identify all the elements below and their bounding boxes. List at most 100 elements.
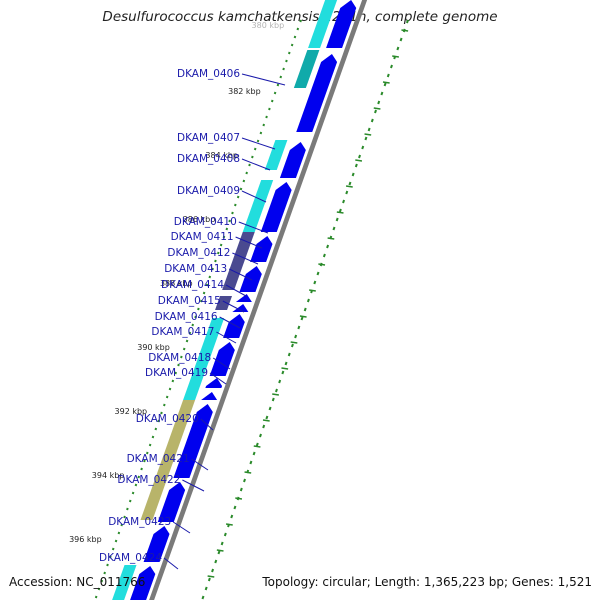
position-tick [293,35,297,39]
gene-labels: DKAM_0406 DKAM_0407 DKAM_0408 DKAM_0409 DKAM… [99,68,240,564]
label-leader [172,521,191,534]
gene-arrow [235,294,252,302]
position-tick [268,107,271,111]
position-tick [256,139,260,143]
gene-arrow [157,482,186,522]
gc-tick [235,497,243,500]
label-leader [209,372,227,385]
gc-tick [396,46,400,51]
kbp-label: 396 kbp [69,535,102,544]
gc-tick [358,154,362,159]
position-tick [228,219,231,223]
gc-tick [271,397,275,402]
feature-block [308,0,338,48]
label-leader [241,137,276,150]
gene-arrow [173,404,213,478]
gene-label: DKAM_0407 [177,132,240,144]
position-tick [239,187,243,191]
accession-text: Accession: NC_011766 [9,575,146,589]
gc-tick [351,172,355,177]
kbp-label: 380 kbp [252,21,285,30]
gc-tick [377,100,381,105]
backbone [149,0,368,600]
position-tick [219,243,223,247]
position-tick [97,587,101,591]
kbp-label: 386 kbp [183,215,216,224]
gc-tick [374,109,377,114]
gene-arrow [130,566,156,600]
gene-label: DKAM_0408 [177,153,240,165]
gc-tick [265,415,269,420]
gc-tick [290,341,298,344]
gene-arrow [205,378,223,388]
position-tick [216,251,220,255]
position-tick [94,595,98,599]
label-leader [200,418,214,431]
gc-tick [243,478,246,483]
gc-tick [223,532,227,537]
position-tick [234,203,237,207]
gc-tick [204,586,208,591]
gene-label: DKAM_0421 [127,453,190,465]
gc-tick [287,352,291,357]
position-tick [106,563,109,567]
gc-tick [216,549,224,552]
gc-tick [318,263,326,266]
label-leader [163,557,179,570]
gc-tick [211,568,215,573]
gc-tick [249,460,253,465]
position-tick [191,323,195,327]
gc-tick [239,487,243,492]
gc-tick [268,406,272,411]
position-tick [285,59,288,63]
gc-tick [290,343,294,348]
gene-label: DKAM_0422 [117,474,180,486]
gc-tick [367,127,371,132]
position-tick [163,403,166,407]
position-tick [109,555,112,559]
gc-tick [306,298,310,303]
gc-tick [336,211,344,214]
gene-label: DKAM_0415 [158,295,221,307]
gc-tick [348,181,352,186]
position-tick [202,291,206,295]
gc-tick [316,271,320,276]
position-tick [211,267,214,271]
label-leader [222,300,245,313]
position-tick [222,235,226,239]
gc-tick [253,445,261,448]
gc-tick [390,64,393,69]
gc-tick [309,289,316,292]
summary-text: Topology: circular; Length: 1,365,223 bp… [262,575,592,589]
kbp-tick-track: 380 kbp 382 kbp 384 kbp 386 kbp 388 kbp 390 k… [69,19,302,599]
feature-block [155,400,196,478]
gc-tick [281,370,285,375]
position-tick [123,515,126,519]
feature-block [222,232,255,290]
gc-tick [345,185,353,188]
gc-tick [361,145,365,150]
gc-tick [244,471,252,474]
feature-block [264,140,288,170]
position-tick [265,115,268,119]
label-leader [241,73,286,86]
kbp-label: 388 kbp [160,279,193,288]
gc-tick [214,559,218,564]
position-tick [180,355,183,359]
position-tick [114,539,118,543]
position-tick [214,259,217,263]
position-tick [208,275,212,279]
position-tick [251,155,254,159]
position-tick [225,227,229,231]
label-leader [182,479,205,492]
gc-tick [230,514,234,519]
position-tick [205,283,209,287]
gc-tick [259,433,262,438]
position-tick [131,491,135,495]
gc-tick [326,244,330,249]
gene-label: DKAM_0414 [161,279,224,291]
position-tick [242,179,246,183]
gene-arrow [296,54,338,132]
position-tick [273,91,277,95]
gc-tick [380,91,384,96]
